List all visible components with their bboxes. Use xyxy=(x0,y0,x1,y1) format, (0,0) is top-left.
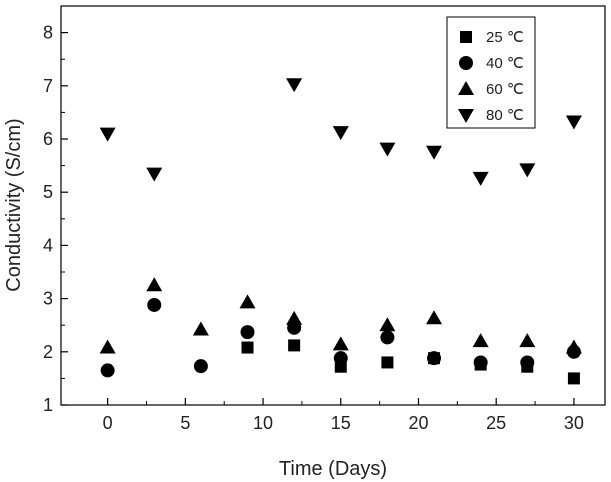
data-point xyxy=(193,359,208,374)
y-tick-label: 2 xyxy=(43,342,53,362)
data-point xyxy=(565,115,582,130)
y-tick-label: 3 xyxy=(43,289,53,309)
x-tick-label: 0 xyxy=(103,413,113,433)
data-point xyxy=(520,355,535,370)
series-2 xyxy=(99,277,582,354)
legend-label: 80 ℃ xyxy=(486,107,524,124)
y-axis-title: Conductivity (S/cm) xyxy=(3,118,25,291)
legend-label: 40 ℃ xyxy=(486,55,524,72)
data-point xyxy=(288,339,301,352)
legend: 25 ℃ 40 ℃ 60 ℃ 80 ℃ xyxy=(446,16,536,129)
data-point xyxy=(472,333,489,348)
data-point xyxy=(240,325,255,340)
data-point xyxy=(567,372,580,385)
data-point xyxy=(146,167,163,182)
legend-label: 25 ℃ xyxy=(486,29,524,46)
data-point xyxy=(147,297,162,312)
data-point xyxy=(239,294,256,309)
data-point xyxy=(192,321,209,336)
data-point xyxy=(472,171,489,186)
x-tick-label: 5 xyxy=(180,413,190,433)
data-point xyxy=(332,126,349,141)
data-point xyxy=(100,363,115,378)
data-point xyxy=(333,351,348,366)
data-point xyxy=(286,78,303,93)
data-point xyxy=(99,339,116,354)
data-point xyxy=(241,341,254,354)
legend-label: 60 ℃ xyxy=(486,81,524,98)
data-point xyxy=(99,127,116,142)
data-point xyxy=(426,145,443,160)
data-point xyxy=(427,351,442,366)
x-axis: 0 5 10 15 20 25 30 xyxy=(103,398,584,433)
data-point xyxy=(332,336,349,351)
y-tick-label: 7 xyxy=(43,76,53,96)
data-points xyxy=(99,78,582,385)
data-point xyxy=(473,355,488,370)
data-point xyxy=(380,330,395,345)
legend-marker xyxy=(458,109,474,123)
data-point xyxy=(519,163,536,178)
x-axis-title: Time (Days) xyxy=(279,458,387,480)
data-point xyxy=(381,356,394,369)
y-tick-label: 1 xyxy=(43,395,53,415)
x-tick-label: 15 xyxy=(331,413,351,433)
y-tick-label: 6 xyxy=(43,129,53,149)
data-point xyxy=(146,277,163,292)
x-tick-label: 25 xyxy=(486,413,506,433)
series-3 xyxy=(99,78,582,186)
data-point xyxy=(379,142,396,157)
x-tick-label: 20 xyxy=(408,413,428,433)
legend-marker xyxy=(458,81,474,95)
y-tick-label: 4 xyxy=(43,235,53,255)
legend-marker xyxy=(459,56,473,70)
plot-frame xyxy=(60,5,606,406)
x-tick-label: 10 xyxy=(253,413,273,433)
x-tick-label: 30 xyxy=(564,413,584,433)
data-point xyxy=(426,310,443,325)
data-point xyxy=(565,339,582,354)
legend-marker xyxy=(460,31,472,43)
y-tick-label: 8 xyxy=(43,23,53,43)
data-point xyxy=(379,317,396,332)
data-point xyxy=(519,333,536,348)
y-tick-label: 5 xyxy=(43,182,53,202)
y-axis: 1 2 3 4 5 6 7 8 xyxy=(43,5,68,415)
data-point xyxy=(286,310,303,325)
